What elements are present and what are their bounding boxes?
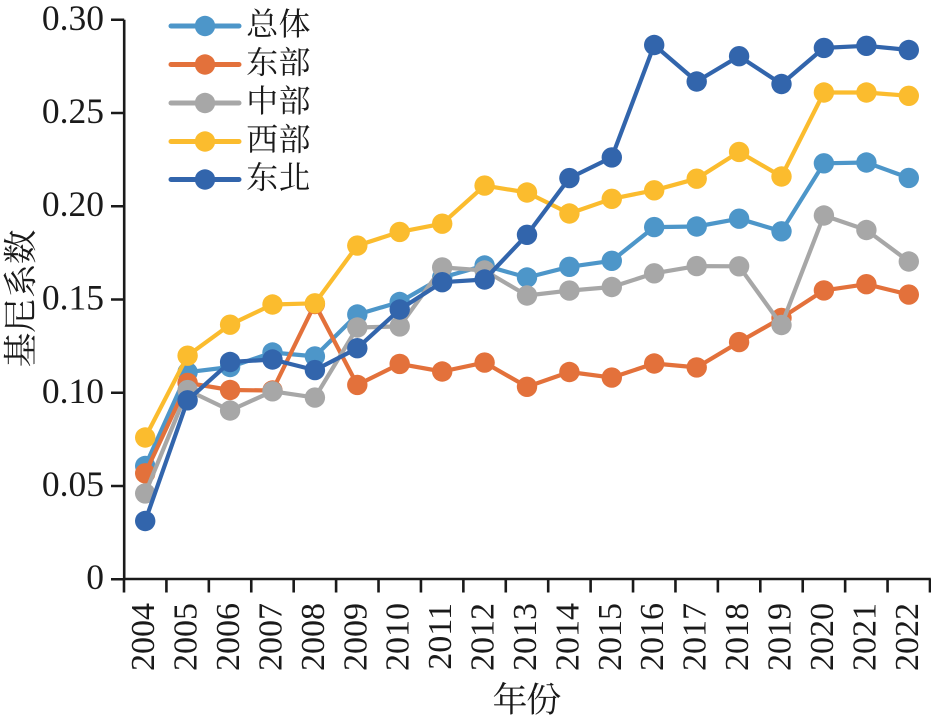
svg-text:2007: 2007 [253, 603, 290, 671]
svg-text:0.10: 0.10 [42, 371, 104, 411]
svg-text:2014: 2014 [549, 603, 586, 671]
svg-text:2008: 2008 [295, 603, 332, 671]
svg-text:2010: 2010 [380, 603, 417, 671]
svg-text:2017: 2017 [677, 603, 714, 671]
svg-text:2016: 2016 [634, 603, 671, 671]
svg-text:2020: 2020 [804, 603, 841, 671]
svg-text:2005: 2005 [168, 603, 205, 671]
svg-text:2009: 2009 [337, 603, 374, 671]
svg-text:0.05: 0.05 [42, 464, 104, 504]
svg-text:2015: 2015 [592, 603, 629, 671]
svg-text:2018: 2018 [719, 603, 756, 671]
svg-text:0.25: 0.25 [42, 91, 104, 131]
svg-text:0.30: 0.30 [42, 0, 104, 38]
svg-text:2004: 2004 [125, 603, 162, 671]
svg-text:2013: 2013 [507, 603, 544, 671]
svg-text:0.15: 0.15 [42, 278, 104, 318]
svg-text:2019: 2019 [762, 603, 799, 671]
svg-text:2006: 2006 [210, 603, 247, 671]
svg-text:2012: 2012 [465, 603, 502, 671]
svg-text:0.20: 0.20 [42, 184, 104, 224]
svg-text:2022: 2022 [889, 603, 926, 671]
svg-text:0: 0 [86, 557, 104, 597]
svg-text:2021: 2021 [846, 603, 883, 671]
svg-text:2011: 2011 [422, 603, 459, 670]
